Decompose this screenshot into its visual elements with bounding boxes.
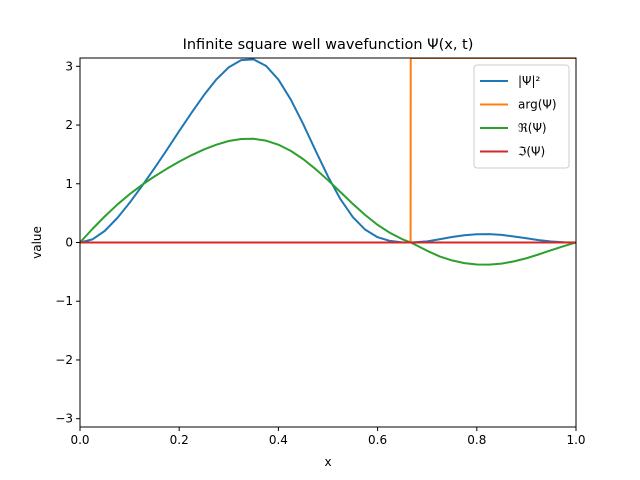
- legend-label-1: arg(Ψ): [518, 98, 557, 112]
- x-tick-label: 1.0: [566, 433, 585, 447]
- series-line-0: [80, 58, 576, 244]
- legend-label-3: ℑ(Ψ): [518, 145, 545, 159]
- x-tick-label: 0.2: [170, 433, 189, 447]
- y-tick-label: −3: [55, 412, 73, 426]
- x-axis-label: x: [324, 455, 331, 469]
- y-tick-label: 2: [65, 118, 73, 132]
- y-tick-label: 1: [65, 177, 73, 191]
- series-line-2: [80, 137, 576, 266]
- y-tick-label: 3: [65, 59, 73, 73]
- series-layer: [80, 58, 576, 266]
- x-tick-label: 0.4: [269, 433, 288, 447]
- legend: |Ψ|² arg(Ψ) ℜ(Ψ) ℑ(Ψ): [473, 64, 570, 169]
- y-axis-label: value: [30, 226, 44, 259]
- plot-area: [79, 57, 577, 428]
- x-axis: 0.0 0.2 0.4 0.6 0.8 1.0: [70, 427, 586, 447]
- y-tick-label: −1: [55, 294, 73, 308]
- chart-title: Infinite square well wavefunction Ψ(x, t…: [183, 37, 474, 53]
- legend-box: [473, 64, 570, 169]
- legend-label-0: |Ψ|²: [518, 74, 541, 88]
- y-axis: −3 −2 −1 0 1 2 3: [55, 59, 80, 426]
- x-tick-label: 0.0: [70, 433, 89, 447]
- x-tick-label: 0.8: [467, 433, 486, 447]
- y-tick-label: −2: [55, 353, 73, 367]
- y-tick-label: 0: [65, 236, 73, 250]
- x-tick-label: 0.6: [368, 433, 387, 447]
- legend-label-2: ℜ(Ψ): [518, 121, 547, 135]
